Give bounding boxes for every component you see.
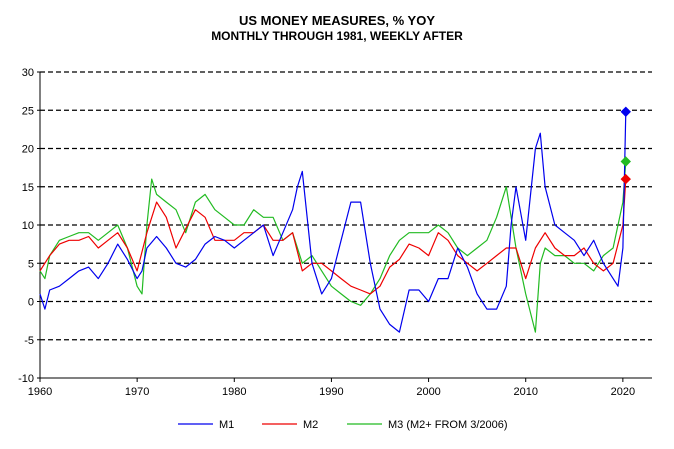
legend-label-m1: M1 (219, 419, 234, 431)
y-tick-label: -5 (24, 335, 34, 347)
series-line-m2 (39, 179, 627, 295)
y-tick-label: 10 (22, 220, 34, 232)
marker-m2 (620, 173, 631, 185)
y-tick-label: 25 (22, 105, 34, 117)
x-tick-label: 2020 (611, 386, 635, 398)
x-tick-label: 2010 (513, 386, 537, 398)
x-tick-label: 1960 (28, 386, 52, 398)
legend-label-m3: M3 (M2+ FROM 3/2006) (388, 419, 508, 431)
series-line-m1 (39, 111, 627, 333)
x-tick-label: 1970 (125, 386, 149, 398)
y-tick-label: 5 (28, 258, 34, 270)
y-tick-label: 0 (28, 297, 34, 309)
y-tick-label: 30 (22, 67, 34, 79)
series-line-m3 (39, 161, 627, 333)
x-tick-label: 1980 (222, 386, 246, 398)
chart-title: US MONEY MEASURES, % YOY (238, 13, 435, 28)
chart-subtitle: MONTHLY THROUGH 1981, WEEKLY AFTER (211, 29, 463, 43)
legend-label-m2: M2 (303, 419, 318, 431)
x-tick-label: 1990 (319, 386, 343, 398)
x-tick-label: 2000 (416, 386, 440, 398)
marker-m3 (620, 156, 631, 167)
y-tick-label: -10 (18, 373, 34, 385)
marker-m1 (620, 106, 631, 117)
y-tick-label: 20 (22, 144, 34, 156)
y-tick-label: 15 (22, 182, 34, 194)
